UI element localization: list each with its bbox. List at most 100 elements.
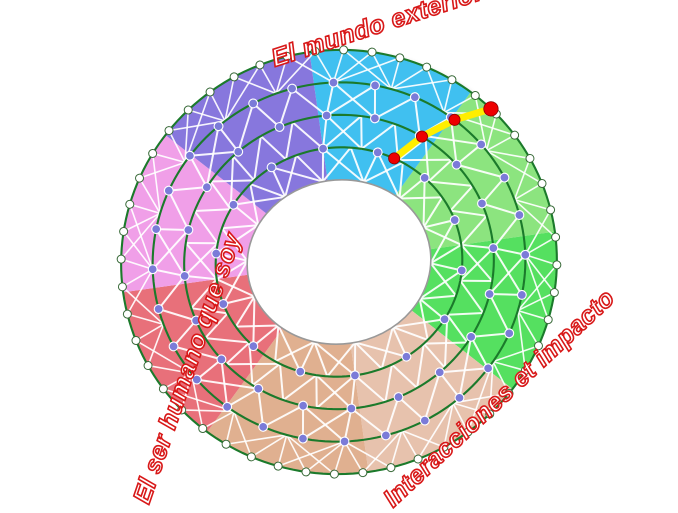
node-outer[interactable] bbox=[422, 62, 432, 72]
node-inner[interactable] bbox=[183, 225, 194, 235]
node-inner[interactable] bbox=[434, 367, 445, 378]
node-inner[interactable] bbox=[258, 421, 269, 432]
node-inner[interactable] bbox=[213, 121, 224, 132]
node-inner[interactable] bbox=[201, 182, 212, 193]
node-outer[interactable] bbox=[221, 439, 231, 449]
node-inner[interactable] bbox=[419, 172, 430, 183]
node-outer[interactable] bbox=[255, 60, 265, 70]
node-outer[interactable] bbox=[183, 105, 193, 115]
node-inner[interactable] bbox=[295, 366, 306, 377]
node-inner[interactable] bbox=[454, 392, 465, 403]
node-outer[interactable] bbox=[537, 178, 547, 188]
node-inner[interactable] bbox=[168, 341, 179, 352]
node-inner[interactable] bbox=[218, 299, 229, 309]
node-inner[interactable] bbox=[514, 210, 525, 220]
node-outer[interactable] bbox=[148, 148, 158, 158]
node-inner[interactable] bbox=[216, 354, 227, 365]
node-inner[interactable] bbox=[339, 436, 350, 447]
node-highlight[interactable] bbox=[448, 113, 461, 127]
node-outer[interactable] bbox=[158, 384, 168, 394]
node-outer[interactable] bbox=[358, 468, 368, 478]
node-inner[interactable] bbox=[372, 147, 383, 158]
node-outer[interactable] bbox=[117, 282, 127, 292]
node-outer[interactable] bbox=[463, 427, 473, 437]
node-outer[interactable] bbox=[122, 309, 132, 319]
node-outer[interactable] bbox=[546, 205, 556, 215]
node-inner[interactable] bbox=[483, 363, 494, 374]
node-outer[interactable] bbox=[125, 199, 135, 209]
node-inner[interactable] bbox=[369, 113, 380, 124]
node-inner[interactable] bbox=[184, 150, 195, 161]
node-inner[interactable] bbox=[346, 403, 357, 414]
node-inner[interactable] bbox=[499, 172, 510, 183]
node-inner[interactable] bbox=[228, 199, 239, 210]
node-highlight[interactable] bbox=[415, 130, 429, 143]
node-outer[interactable] bbox=[447, 75, 457, 85]
node-outer[interactable] bbox=[177, 405, 187, 415]
node-inner[interactable] bbox=[439, 314, 450, 325]
node-outer[interactable] bbox=[413, 454, 423, 464]
node-outer[interactable] bbox=[310, 46, 320, 56]
node-inner[interactable] bbox=[349, 370, 360, 381]
node-outer[interactable] bbox=[116, 254, 126, 264]
node-outer[interactable] bbox=[119, 226, 129, 236]
node-inner[interactable] bbox=[516, 289, 527, 300]
node-inner[interactable] bbox=[401, 351, 412, 362]
node-inner[interactable] bbox=[419, 415, 430, 426]
node-highlight[interactable] bbox=[388, 152, 401, 165]
node-highlight[interactable] bbox=[483, 101, 499, 117]
node-outer[interactable] bbox=[525, 153, 535, 163]
node-outer[interactable] bbox=[301, 467, 311, 477]
node-outer[interactable] bbox=[504, 388, 514, 398]
node-outer[interactable] bbox=[339, 45, 349, 55]
node-inner[interactable] bbox=[222, 401, 233, 412]
node-outer[interactable] bbox=[395, 53, 405, 63]
node-inner[interactable] bbox=[253, 383, 264, 394]
node-inner[interactable] bbox=[153, 304, 164, 314]
node-inner[interactable] bbox=[466, 331, 477, 342]
node-outer[interactable] bbox=[273, 461, 283, 471]
node-inner[interactable] bbox=[163, 185, 174, 196]
node-inner[interactable] bbox=[248, 98, 259, 109]
node-inner[interactable] bbox=[179, 270, 190, 281]
node-inner[interactable] bbox=[488, 243, 499, 254]
node-outer[interactable] bbox=[198, 424, 208, 434]
node-inner[interactable] bbox=[393, 392, 404, 402]
node-outer[interactable] bbox=[246, 452, 256, 462]
node-inner[interactable] bbox=[449, 215, 460, 225]
node-inner[interactable] bbox=[520, 249, 531, 260]
node-inner[interactable] bbox=[476, 139, 487, 150]
node-inner[interactable] bbox=[211, 248, 222, 259]
node-inner[interactable] bbox=[297, 433, 308, 444]
node-outer[interactable] bbox=[485, 409, 495, 419]
node-inner[interactable] bbox=[147, 264, 158, 275]
node-inner[interactable] bbox=[451, 159, 462, 170]
node-outer[interactable] bbox=[164, 126, 174, 136]
node-inner[interactable] bbox=[233, 146, 244, 157]
node-inner[interactable] bbox=[504, 328, 515, 339]
node-inner[interactable] bbox=[477, 198, 487, 209]
node-inner[interactable] bbox=[318, 143, 329, 154]
node-outer[interactable] bbox=[439, 442, 449, 452]
node-outer[interactable] bbox=[510, 130, 520, 140]
node-inner[interactable] bbox=[191, 315, 201, 326]
node-outer[interactable] bbox=[282, 51, 292, 61]
node-inner[interactable] bbox=[370, 80, 381, 91]
node-inner[interactable] bbox=[266, 162, 277, 173]
node-inner[interactable] bbox=[298, 400, 309, 411]
node-inner[interactable] bbox=[287, 83, 298, 94]
node-outer[interactable] bbox=[367, 47, 377, 57]
node-outer[interactable] bbox=[143, 361, 153, 371]
node-inner[interactable] bbox=[484, 289, 495, 299]
node-inner[interactable] bbox=[380, 430, 391, 441]
node-outer[interactable] bbox=[329, 469, 339, 479]
node-outer[interactable] bbox=[552, 260, 562, 270]
node-outer[interactable] bbox=[543, 315, 553, 325]
node-outer[interactable] bbox=[229, 72, 239, 82]
node-inner[interactable] bbox=[191, 374, 202, 385]
node-inner[interactable] bbox=[328, 77, 339, 88]
node-outer[interactable] bbox=[549, 288, 559, 298]
node-outer[interactable] bbox=[533, 341, 543, 351]
node-inner[interactable] bbox=[456, 265, 467, 276]
node-outer[interactable] bbox=[551, 232, 561, 242]
